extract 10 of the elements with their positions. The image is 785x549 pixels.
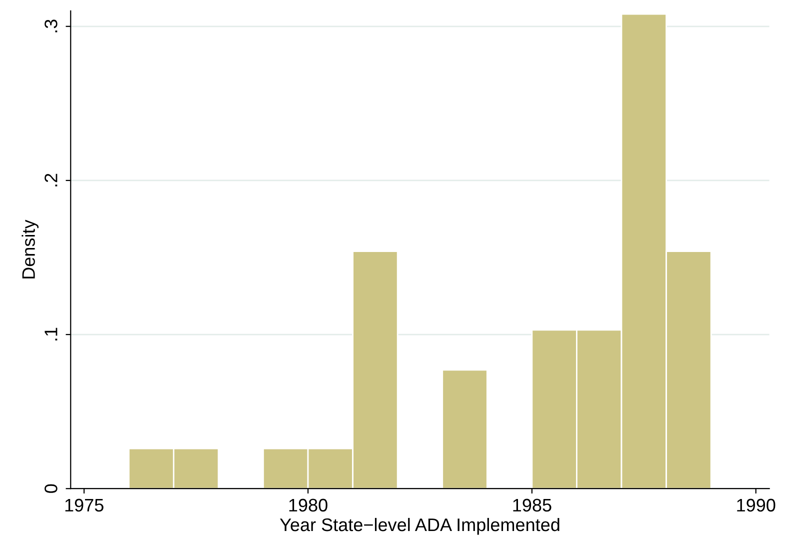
- y-tick-label: .2: [44, 174, 58, 186]
- y-tick-label: .3: [44, 20, 58, 32]
- x-tick-label: 1980: [289, 498, 328, 512]
- x-tick-label: 1975: [65, 498, 104, 512]
- y-tick-label: 0: [44, 484, 58, 493]
- y-tick-label: .1: [44, 328, 58, 340]
- x-axis-title: Year State−level ADA Implemented: [280, 518, 560, 535]
- x-tick-label: 1985: [513, 498, 552, 512]
- y-axis-title: Density: [22, 220, 39, 278]
- x-tick-label: 1990: [737, 498, 776, 512]
